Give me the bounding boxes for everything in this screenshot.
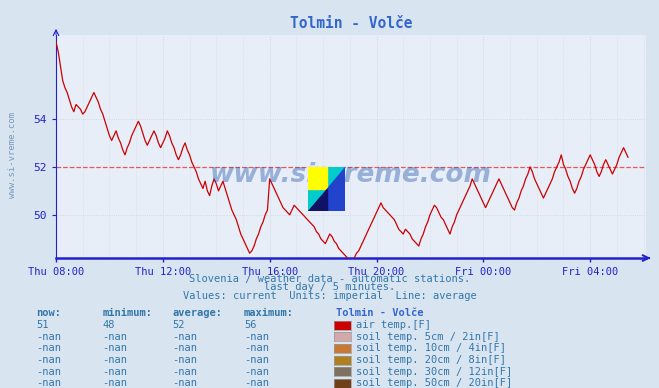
Text: minimum:: minimum: (102, 308, 152, 319)
Text: air temp.[F]: air temp.[F] (356, 320, 431, 330)
Text: www.si-vreme.com: www.si-vreme.com (210, 163, 492, 189)
Text: soil temp. 20cm / 8in[F]: soil temp. 20cm / 8in[F] (356, 355, 506, 365)
Text: Slovenia / weather data - automatic stations.: Slovenia / weather data - automatic stat… (189, 274, 470, 284)
Polygon shape (308, 189, 327, 211)
Text: -nan: -nan (102, 332, 127, 342)
Polygon shape (308, 167, 345, 211)
Text: -nan: -nan (244, 332, 269, 342)
Text: soil temp. 50cm / 20in[F]: soil temp. 50cm / 20in[F] (356, 378, 512, 388)
Text: now:: now: (36, 308, 61, 319)
Text: -nan: -nan (102, 378, 127, 388)
Text: -nan: -nan (36, 355, 61, 365)
Text: -nan: -nan (244, 378, 269, 388)
Text: -nan: -nan (102, 367, 127, 377)
Text: -nan: -nan (244, 355, 269, 365)
Text: 56: 56 (244, 320, 256, 330)
Text: -nan: -nan (36, 343, 61, 353)
Text: soil temp. 30cm / 12in[F]: soil temp. 30cm / 12in[F] (356, 367, 512, 377)
Text: average:: average: (173, 308, 223, 319)
Title: Tolmin - Volče: Tolmin - Volče (290, 16, 412, 31)
Text: 51: 51 (36, 320, 49, 330)
Text: last day / 5 minutes.: last day / 5 minutes. (264, 282, 395, 293)
Text: -nan: -nan (244, 343, 269, 353)
Text: 48: 48 (102, 320, 115, 330)
Text: -nan: -nan (102, 355, 127, 365)
Text: -nan: -nan (36, 367, 61, 377)
Text: -nan: -nan (173, 343, 198, 353)
Text: -nan: -nan (173, 367, 198, 377)
Text: -nan: -nan (173, 332, 198, 342)
Text: soil temp. 10cm / 4in[F]: soil temp. 10cm / 4in[F] (356, 343, 506, 353)
Text: -nan: -nan (173, 355, 198, 365)
Text: -nan: -nan (36, 378, 61, 388)
Text: -nan: -nan (244, 367, 269, 377)
Text: Values: current  Units: imperial  Line: average: Values: current Units: imperial Line: av… (183, 291, 476, 301)
Bar (308, 167, 327, 189)
Text: soil temp. 5cm / 2in[F]: soil temp. 5cm / 2in[F] (356, 332, 500, 342)
Text: -nan: -nan (102, 343, 127, 353)
Text: -nan: -nan (173, 378, 198, 388)
Text: 52: 52 (173, 320, 185, 330)
Text: -nan: -nan (36, 332, 61, 342)
Text: www.si-vreme.com: www.si-vreme.com (8, 112, 17, 198)
Text: Tolmin - Volče: Tolmin - Volče (336, 308, 424, 319)
Text: maximum:: maximum: (244, 308, 294, 319)
